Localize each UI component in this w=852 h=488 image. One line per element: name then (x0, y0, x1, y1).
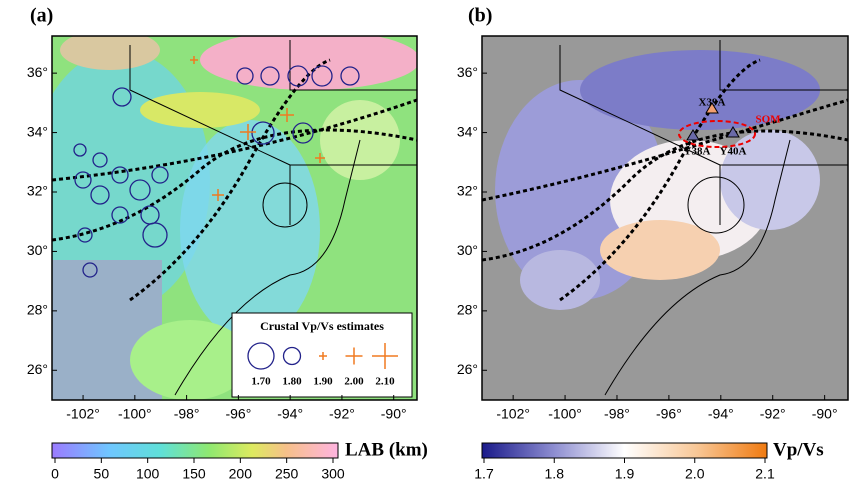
colorbar-tick-label: 1.8 (545, 466, 565, 482)
x-tick-label: -94° (277, 406, 303, 422)
station-label: Y38A (684, 146, 711, 158)
x-tick-label: -102° (66, 406, 100, 422)
y-tick-label: 28° (27, 302, 48, 318)
legend-label: 1.70 (251, 376, 271, 388)
y-tick-label: 26° (457, 361, 478, 377)
colorbar-label: Vp/Vs (773, 439, 824, 460)
colorbar-tick-label: 100 (136, 466, 160, 482)
colorbar-tick-label: 50 (94, 466, 110, 482)
colorbar-b (482, 443, 767, 458)
station-label: X39A (699, 97, 726, 109)
colorbar-tick-label: 300 (321, 466, 345, 482)
y-tick-label: 36° (457, 64, 478, 80)
y-tick-label: 36° (27, 64, 48, 80)
colorbar-tick-label: 2.1 (755, 466, 775, 482)
legend-label: 2.00 (344, 376, 364, 388)
y-tick-label: 32° (27, 183, 48, 199)
panel-label: (a) (30, 5, 53, 27)
colorbar-tick-label: 250 (275, 466, 299, 482)
y-tick-label: 30° (27, 242, 48, 258)
y-tick-label: 26° (27, 361, 48, 377)
colorbar-a (52, 443, 338, 458)
x-tick-label: -100° (548, 406, 582, 422)
figure: (a) (b) LAB (km) Vp/Vs Crustal Vp/Vs est… (0, 0, 852, 488)
station-label: Y40A (720, 146, 747, 158)
colorbar-tick-label: 1.7 (474, 466, 494, 482)
x-tick-label: -94° (708, 406, 734, 422)
region-label: SOM (755, 114, 781, 126)
legend-label: 1.90 (313, 376, 333, 388)
y-tick-label: 28° (457, 302, 478, 318)
map-b (482, 36, 848, 400)
x-tick-label: -92° (329, 406, 355, 422)
x-tick-label: -98° (174, 406, 200, 422)
panel-label: (b) (468, 5, 492, 27)
legend-label: 2.10 (375, 376, 395, 388)
x-tick-label: -90° (381, 406, 407, 422)
legend-label: 1.80 (282, 376, 302, 388)
x-tick-label: -100° (118, 406, 152, 422)
legend-title: Crustal Vp/Vs estimates (260, 319, 384, 333)
colorbar-tick-label: 1.9 (615, 466, 635, 482)
colorbar-tick-label: 2.0 (685, 466, 705, 482)
y-tick-label: 34° (27, 123, 48, 139)
page: {"panels": [ {"label": "(a)", "xlim": [-… (0, 0, 852, 488)
colorbar-tick-label: 0 (51, 466, 59, 482)
x-tick-label: -96° (225, 406, 251, 422)
y-tick-label: 32° (457, 183, 478, 199)
x-tick-label: -96° (656, 406, 682, 422)
colorbar-tick-label: 150 (182, 466, 206, 482)
colorbar-tick-label: 200 (229, 466, 253, 482)
colorbar-label: LAB (km) (345, 439, 428, 460)
x-tick-label: -98° (604, 406, 630, 422)
x-tick-label: -90° (812, 406, 838, 422)
x-tick-label: -92° (760, 406, 786, 422)
y-tick-label: 30° (457, 242, 478, 258)
x-tick-label: -102° (496, 406, 530, 422)
y-tick-label: 34° (457, 123, 478, 139)
